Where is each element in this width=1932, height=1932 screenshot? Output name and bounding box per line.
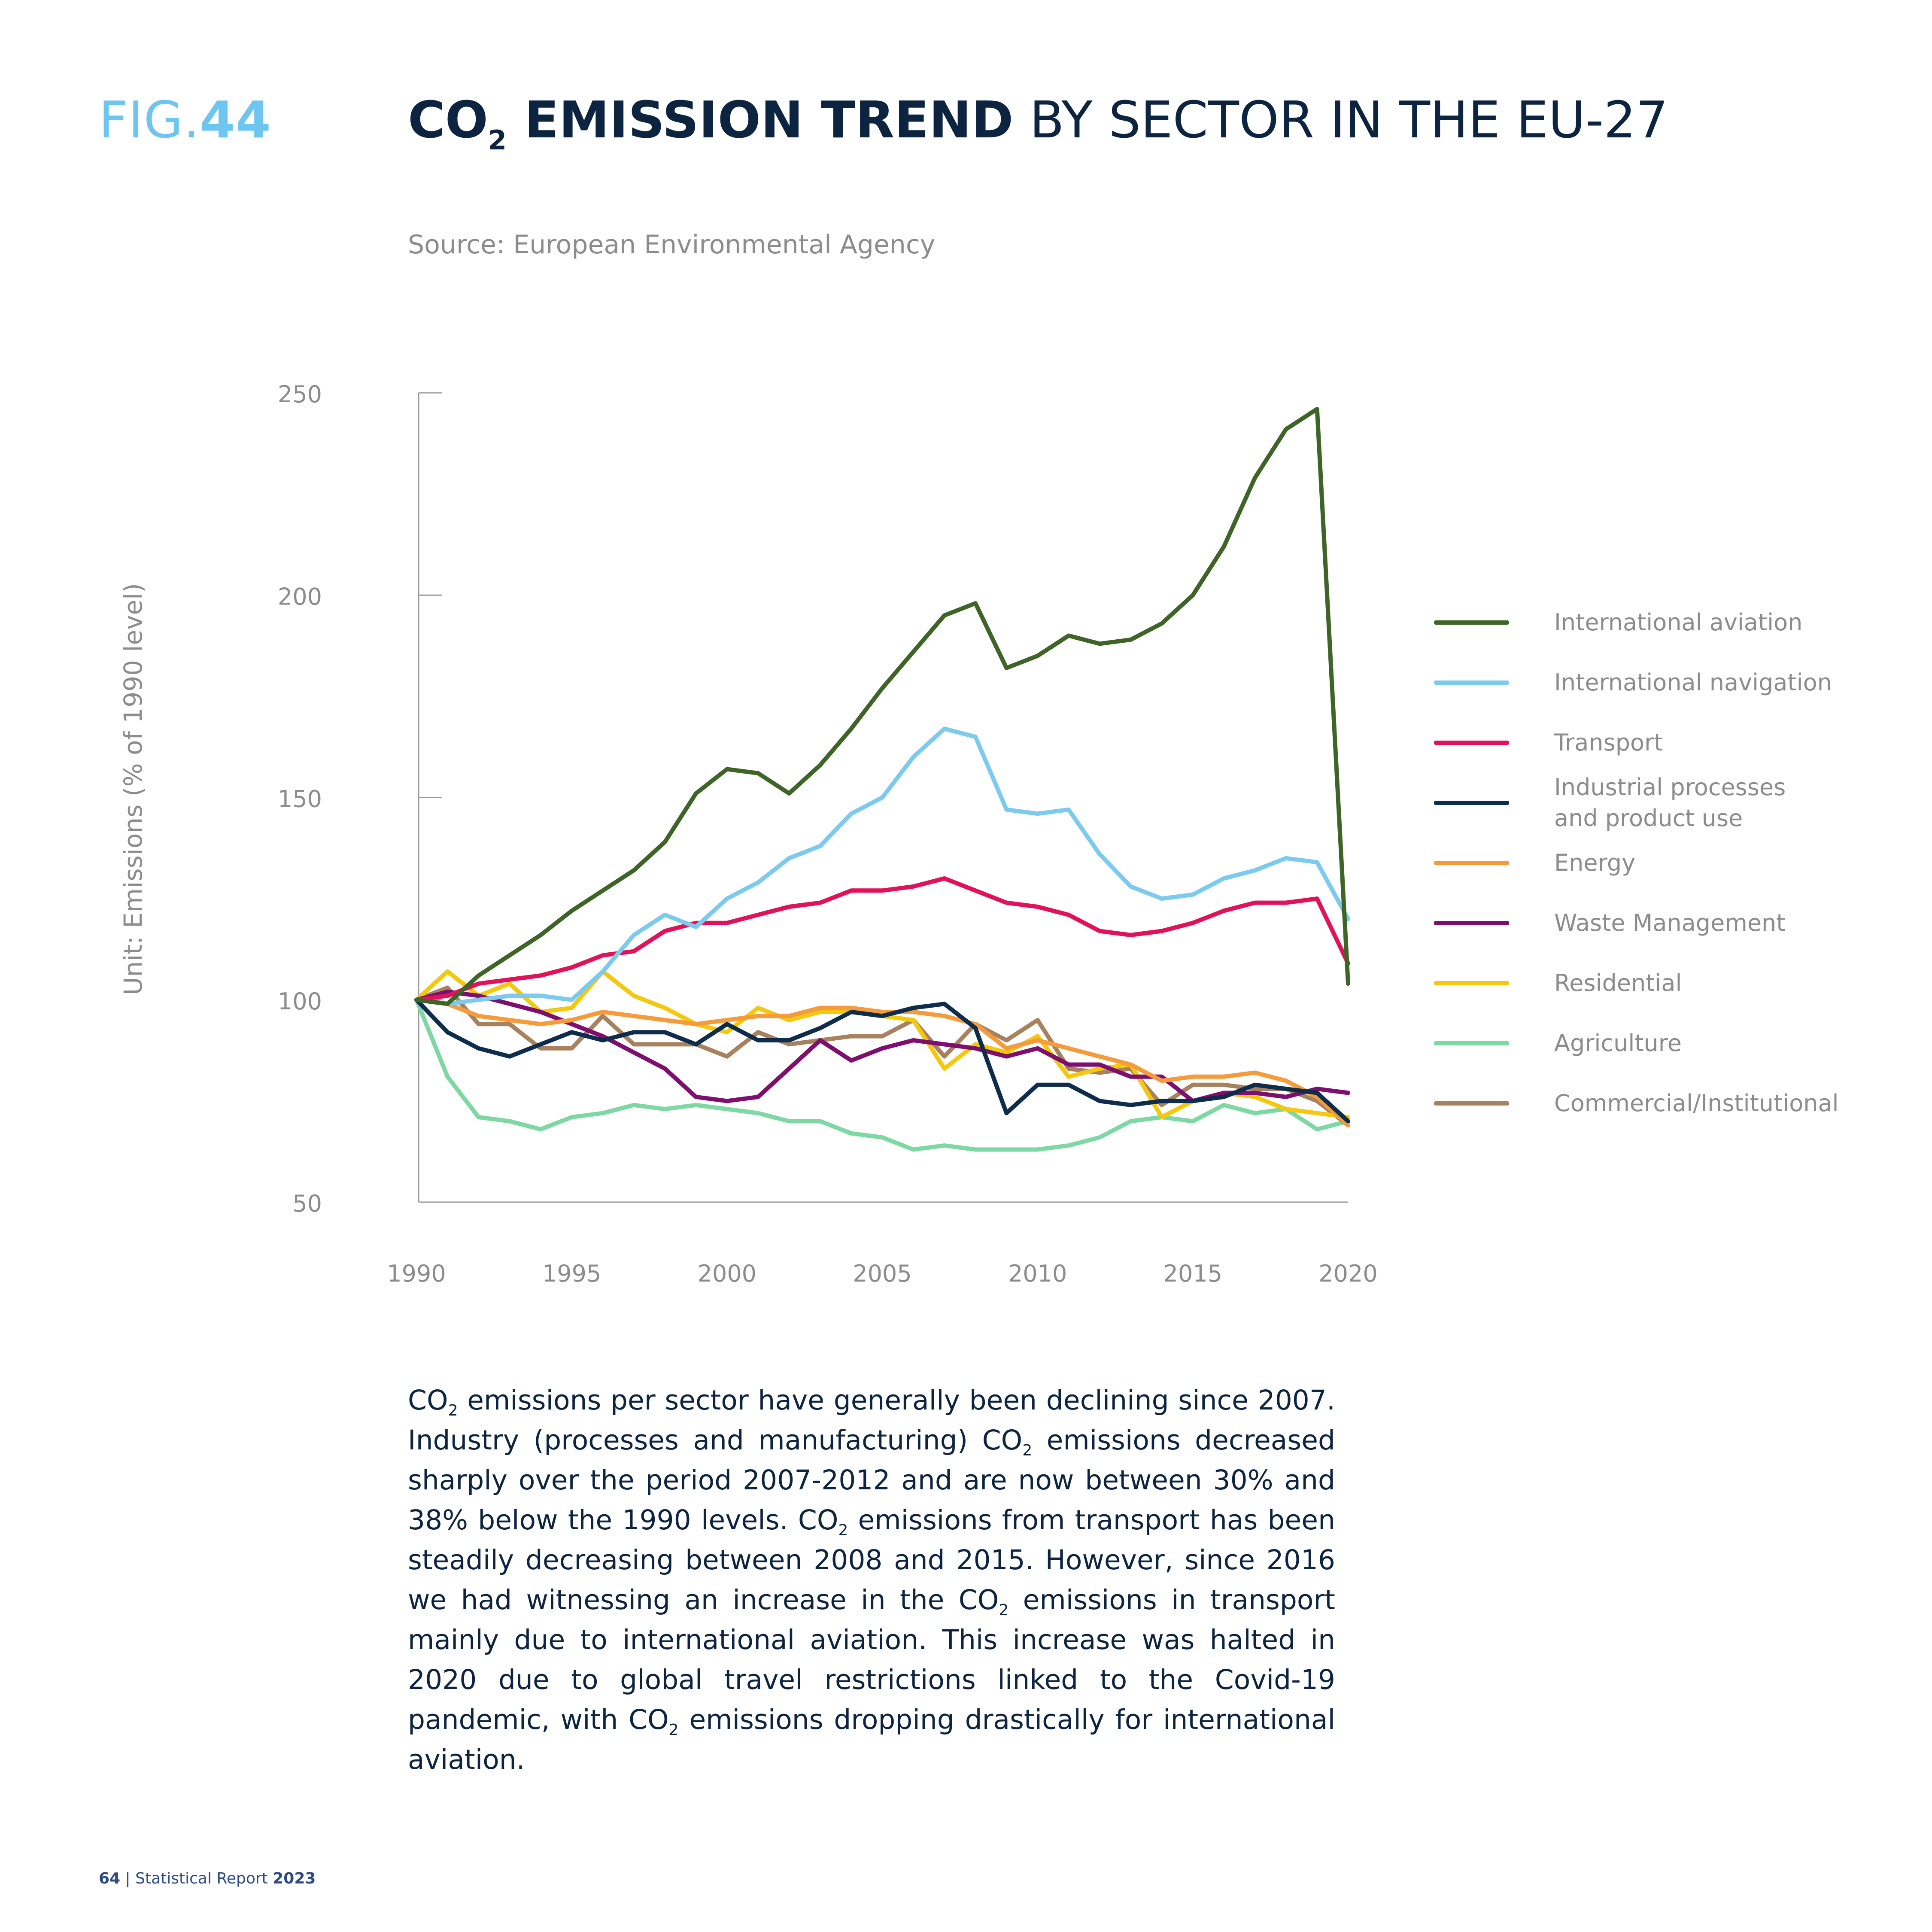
paragraph-text: emissions per sector have generally been… (408, 1385, 1335, 1456)
series-line-industrial-processes-and-product-use (414, 997, 1350, 1124)
series-line-commercial-institutional (414, 985, 1350, 1127)
legend-item: Transport (1434, 713, 1923, 773)
x-tick-label: 1995 (542, 1260, 601, 1287)
legend-swatch (1434, 620, 1509, 625)
page-number: 64 (99, 1870, 121, 1887)
x-tick-label: 2020 (1318, 1260, 1377, 1287)
legend-item: Waste Management (1434, 893, 1923, 953)
subscript: 2 (448, 1402, 458, 1419)
legend-swatch (1434, 801, 1509, 805)
figure-label-prefix: FIG. (99, 90, 200, 149)
subscript: 2 (838, 1522, 848, 1539)
page-title: CO2 EMISSION TREND BY SECTOR IN THE EU-2… (408, 90, 1668, 154)
subscript: 2 (999, 1601, 1009, 1619)
legend-label: Commercial/Institutional (1554, 1090, 1839, 1117)
legend-swatch (1434, 741, 1509, 745)
figure-label: FIG.44 (99, 90, 271, 149)
legend-label: Waste Management (1554, 909, 1786, 936)
legend-item: Industrial processes and product use (1434, 773, 1923, 833)
legend-label: International aviation (1554, 609, 1803, 636)
y-tick-label: 100 (278, 988, 322, 1015)
series-line-transport (414, 876, 1350, 1002)
x-tick-label: 1990 (387, 1260, 446, 1287)
paragraph-text: emissions dropping drastically for inter… (408, 1704, 1335, 1775)
series-line-energy (414, 997, 1350, 1127)
source-note: Source: European Environmental Agency (408, 230, 936, 260)
title-bold-part: EMISSION TREND (507, 90, 1014, 149)
paragraph-text: CO (408, 1385, 448, 1416)
x-tick-label: 2015 (1163, 1260, 1222, 1287)
legend-label: Energy (1554, 849, 1636, 876)
legend-swatch (1434, 861, 1509, 865)
y-tick-label: 50 (292, 1190, 322, 1217)
paragraph-text: emissions in transport mainly due to int… (408, 1584, 1336, 1735)
subscript: 2 (1022, 1442, 1033, 1459)
report-year: 2023 (273, 1870, 316, 1887)
report-name: Statistical Report (135, 1870, 273, 1887)
page-footer: 64 | Statistical Report 2023 (99, 1870, 316, 1887)
series-line-international-navigation (414, 726, 1350, 1006)
legend-item: Agriculture (1434, 1013, 1923, 1073)
line-chart: 250 200 150 100 50 1990 1995 2000 2005 2010 2015 20… (278, 381, 1378, 1287)
legend-swatch (1434, 921, 1509, 925)
legend-label: Industrial processes and product use (1554, 774, 1786, 832)
chart-legend: International aviation International navi… (1434, 592, 1923, 1133)
y-axis-label: Unit: Emissions (% of 1990 level) (118, 583, 148, 995)
x-tick-label: 2010 (1008, 1260, 1067, 1287)
legend-swatch (1434, 1101, 1509, 1106)
title-light-part: BY SECTOR IN THE EU-27 (1013, 90, 1668, 149)
legend-item: International aviation (1434, 592, 1923, 653)
legend-item: Energy (1434, 833, 1923, 893)
x-tick-label: 2005 (853, 1260, 911, 1287)
legend-swatch (1434, 1041, 1509, 1045)
x-tick-label: 2000 (698, 1260, 756, 1287)
paragraph-text: emissions decreased sharply over the per… (408, 1425, 1335, 1536)
paragraph-text: emissions from transport has been steadi… (408, 1504, 1335, 1616)
legend-item: International navigation (1434, 653, 1923, 713)
footer-separator: | (120, 1870, 136, 1887)
y-tick-label: 150 (278, 786, 322, 813)
series-line-international-aviation (414, 407, 1350, 1006)
y-tick-label: 200 (278, 583, 322, 610)
legend-label: Agriculture (1554, 1030, 1682, 1057)
legend-item: Commercial/Institutional (1434, 1073, 1923, 1133)
legend-label: Residential (1554, 969, 1682, 996)
description-paragraph: CO2 emissions per sector have generally … (408, 1380, 1335, 1780)
legend-swatch (1434, 680, 1509, 685)
legend-swatch (1434, 981, 1509, 985)
y-tick-label: 250 (278, 381, 322, 408)
title-subscript: 2 (488, 125, 507, 156)
title-co: CO (408, 90, 488, 149)
legend-label: Transport (1554, 729, 1663, 756)
figure-number: 44 (200, 90, 271, 149)
subscript: 2 (668, 1721, 679, 1739)
legend-label: International navigation (1554, 669, 1832, 696)
series-line-agriculture (414, 997, 1350, 1152)
legend-item: Residential (1434, 953, 1923, 1013)
